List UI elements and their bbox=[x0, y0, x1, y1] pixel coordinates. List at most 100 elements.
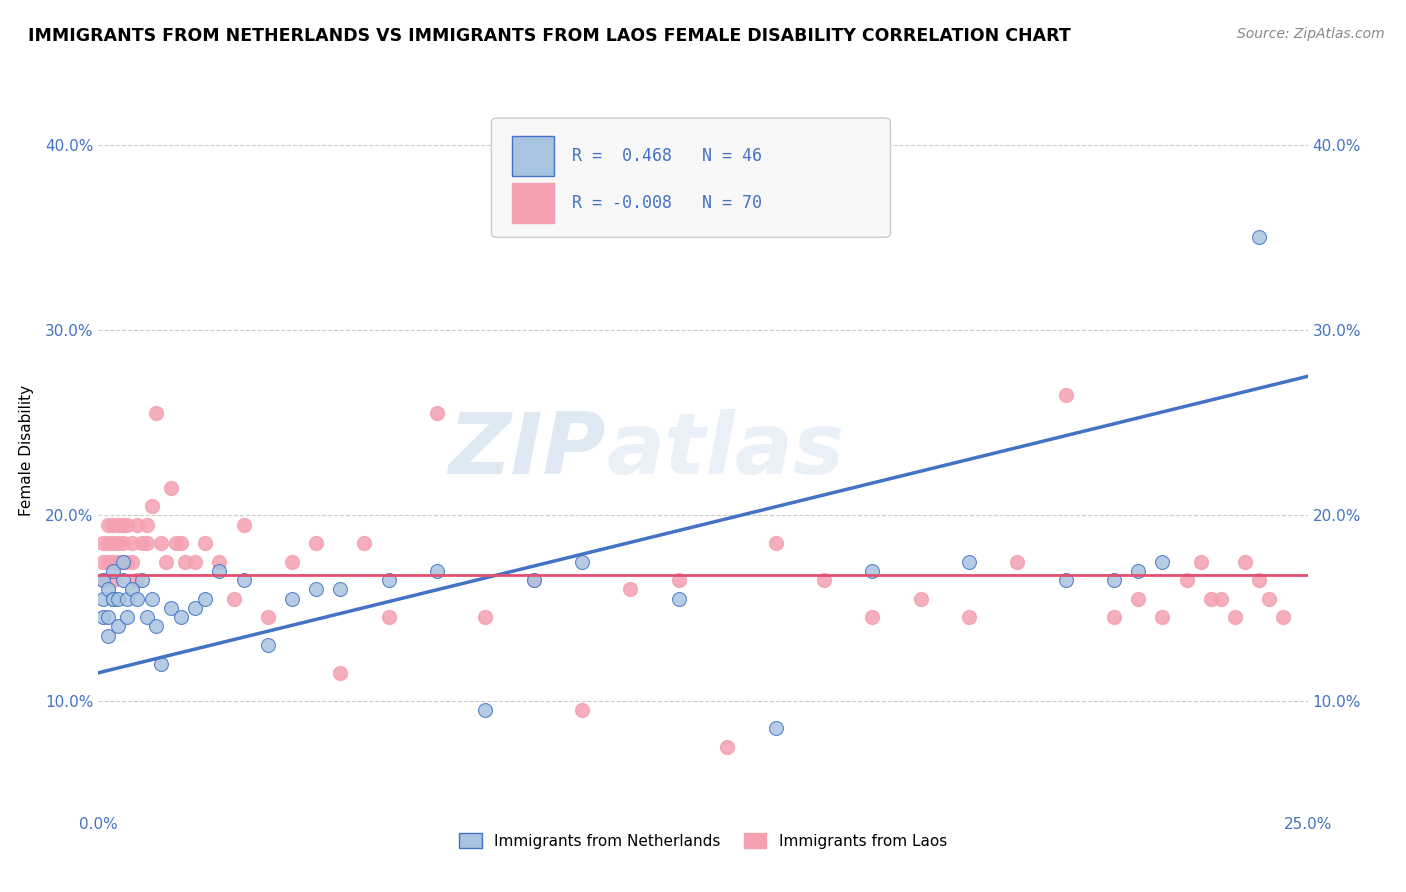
Point bbox=[619, 582, 641, 597]
Point bbox=[208, 555, 231, 569]
Point bbox=[1189, 555, 1212, 569]
Point bbox=[232, 517, 254, 532]
Point bbox=[281, 555, 304, 569]
Point bbox=[174, 555, 197, 569]
Text: R =  0.468   N = 46: R = 0.468 N = 46 bbox=[572, 146, 762, 165]
Point bbox=[91, 555, 114, 569]
Point bbox=[1054, 573, 1077, 587]
Point bbox=[101, 536, 124, 550]
Point bbox=[377, 610, 399, 624]
Point bbox=[97, 582, 120, 597]
Point bbox=[111, 555, 134, 569]
Point bbox=[1233, 555, 1256, 569]
Point bbox=[184, 555, 207, 569]
Point bbox=[765, 722, 787, 736]
Point bbox=[1152, 555, 1174, 569]
Point bbox=[91, 610, 114, 624]
Point bbox=[101, 573, 124, 587]
Point bbox=[1175, 573, 1198, 587]
Text: Source: ZipAtlas.com: Source: ZipAtlas.com bbox=[1237, 27, 1385, 41]
Point bbox=[150, 536, 173, 550]
Point bbox=[145, 619, 167, 633]
Point bbox=[155, 555, 177, 569]
Point bbox=[135, 517, 157, 532]
Point bbox=[1054, 388, 1077, 402]
Point bbox=[256, 610, 278, 624]
Point bbox=[1199, 591, 1222, 606]
Point bbox=[305, 582, 328, 597]
Point bbox=[1128, 591, 1150, 606]
Point bbox=[1102, 573, 1125, 587]
Point bbox=[957, 610, 980, 624]
Point bbox=[957, 555, 980, 569]
Point bbox=[1128, 564, 1150, 578]
Point bbox=[860, 610, 883, 624]
Point bbox=[1007, 555, 1029, 569]
Point bbox=[117, 555, 139, 569]
Point bbox=[716, 739, 738, 754]
Point bbox=[1272, 610, 1295, 624]
Point bbox=[1257, 591, 1279, 606]
Point bbox=[107, 591, 129, 606]
Text: atlas: atlas bbox=[606, 409, 845, 492]
Point bbox=[107, 536, 129, 550]
Point bbox=[127, 517, 149, 532]
Point bbox=[194, 536, 217, 550]
Point bbox=[117, 591, 139, 606]
Point bbox=[91, 573, 114, 587]
Point bbox=[97, 629, 120, 643]
Legend: Immigrants from Netherlands, Immigrants from Laos: Immigrants from Netherlands, Immigrants … bbox=[453, 827, 953, 855]
Point bbox=[474, 703, 496, 717]
Point bbox=[426, 564, 449, 578]
Point bbox=[121, 536, 143, 550]
Point bbox=[329, 582, 352, 597]
Text: R = -0.008   N = 70: R = -0.008 N = 70 bbox=[572, 194, 762, 212]
Point bbox=[107, 517, 129, 532]
FancyBboxPatch shape bbox=[492, 118, 890, 237]
Point bbox=[101, 591, 124, 606]
Point bbox=[281, 591, 304, 606]
Point bbox=[813, 573, 835, 587]
Point bbox=[97, 610, 120, 624]
Point bbox=[150, 657, 173, 671]
Point bbox=[377, 573, 399, 587]
Point bbox=[1102, 610, 1125, 624]
Text: ZIP: ZIP bbox=[449, 409, 606, 492]
Point bbox=[131, 573, 153, 587]
Point bbox=[101, 591, 124, 606]
Point bbox=[111, 573, 134, 587]
Point bbox=[571, 555, 593, 569]
Point bbox=[91, 573, 114, 587]
Point bbox=[111, 536, 134, 550]
Point bbox=[135, 610, 157, 624]
Point bbox=[1249, 230, 1271, 244]
Point bbox=[97, 517, 120, 532]
Point bbox=[127, 573, 149, 587]
Point bbox=[232, 573, 254, 587]
Point bbox=[117, 610, 139, 624]
Point bbox=[1223, 610, 1246, 624]
Point bbox=[860, 564, 883, 578]
Point bbox=[165, 536, 187, 550]
Point bbox=[523, 573, 546, 587]
Point bbox=[111, 517, 134, 532]
Point bbox=[145, 406, 167, 420]
Point bbox=[101, 517, 124, 532]
Point bbox=[426, 406, 449, 420]
Point bbox=[101, 564, 124, 578]
Point bbox=[474, 610, 496, 624]
Y-axis label: Female Disability: Female Disability bbox=[18, 384, 34, 516]
Point bbox=[160, 601, 183, 615]
Point bbox=[1249, 573, 1271, 587]
Bar bbox=[512, 136, 554, 176]
Point bbox=[169, 610, 191, 624]
Point bbox=[91, 536, 114, 550]
Point bbox=[97, 555, 120, 569]
Point bbox=[117, 517, 139, 532]
Point bbox=[131, 536, 153, 550]
Point bbox=[127, 591, 149, 606]
Point bbox=[184, 601, 207, 615]
Point bbox=[305, 536, 328, 550]
Point bbox=[91, 591, 114, 606]
Point bbox=[121, 582, 143, 597]
